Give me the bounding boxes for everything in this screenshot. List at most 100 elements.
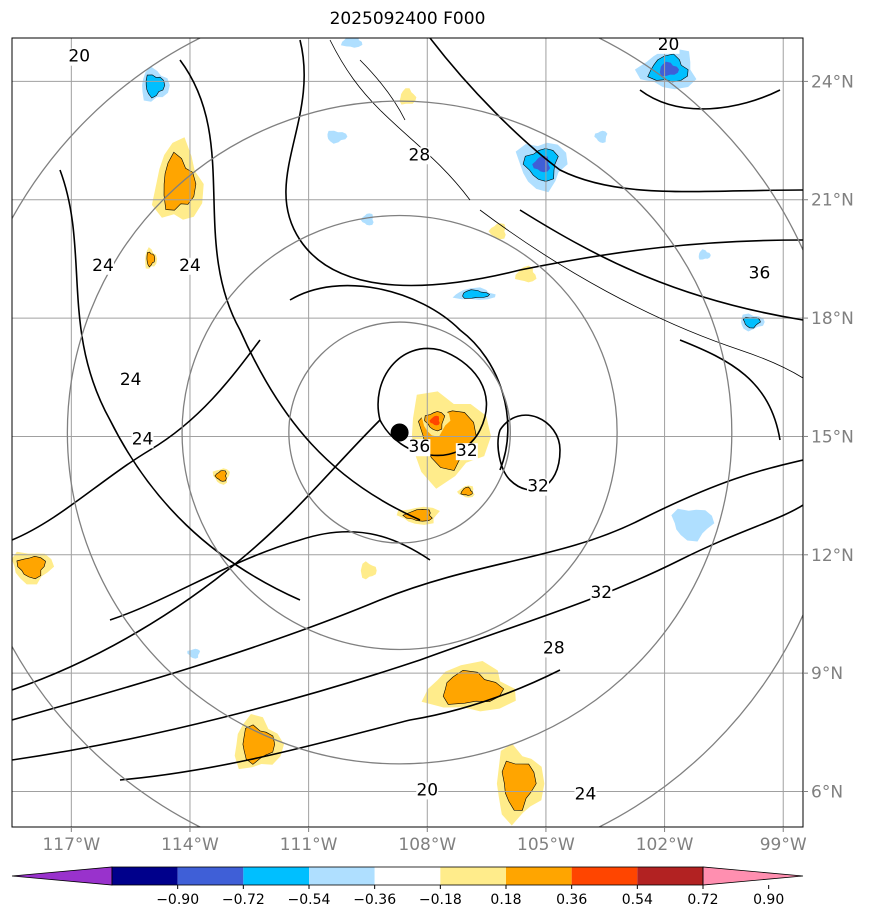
- contour-label: 32: [527, 477, 549, 497]
- colorbar-tick-label: −0.18: [419, 892, 462, 908]
- colorbar-segment: [112, 867, 178, 885]
- colorbar-segment: [374, 867, 441, 885]
- colorbar-segment: [571, 867, 638, 885]
- contour-label: 24: [132, 429, 154, 449]
- colorbar-segment: [309, 867, 375, 885]
- colorbar-max-extend: [702, 866, 804, 886]
- contour-label-backdrop: [527, 478, 550, 496]
- coastline: [329, 39, 471, 201]
- negative-anomaly-shading: [671, 508, 715, 542]
- thickness-contour: [119, 669, 561, 781]
- thickness-contour: [289, 284, 509, 471]
- map-plot-area: 20 20 28 24 24 24 24 36 36 32 32 32 28 20 24: [12, 35, 803, 827]
- colorbar-tick-label: −0.72: [222, 892, 265, 908]
- positive-anomaly-shading: [501, 760, 537, 811]
- lat-tick-label: 18°N: [811, 309, 854, 329]
- lon-tick-label: 102°W: [636, 835, 694, 855]
- colorbar-segment: [506, 867, 572, 885]
- positive-anomaly-shading: [429, 415, 440, 426]
- contour-label: 36: [749, 264, 771, 284]
- thickness-contour: [429, 38, 803, 193]
- contour-label: 24: [92, 256, 114, 276]
- positive-anomaly-shading: [16, 555, 46, 580]
- positive-anomaly-shading: [214, 470, 227, 482]
- contour-label-backdrop: [416, 782, 439, 800]
- lon-tick-label: 111°W: [280, 835, 338, 855]
- lon-tick-label: 114°W: [161, 835, 219, 855]
- contour-labels: 20 20 28 24 24 24 24 36 36 32 32 32 28 20 24: [68, 35, 771, 804]
- map-title: 2025092400 F000: [329, 9, 486, 29]
- contour-label: 20: [416, 780, 438, 800]
- storm-center-marker: [390, 423, 409, 442]
- colorbar-tick-label: 0.90: [753, 892, 784, 908]
- gridlines: [12, 38, 803, 827]
- negative-anomaly-shading: [360, 213, 374, 226]
- thickness-contour: [179, 59, 421, 521]
- lon-tick-label: 108°W: [398, 835, 456, 855]
- contour-label: 36: [409, 437, 431, 457]
- contour-label: 20: [658, 35, 680, 55]
- colorbar-segment: [637, 867, 703, 885]
- lat-tick-label: 6°N: [811, 782, 843, 802]
- colorbar-tick-label: 0.36: [556, 892, 587, 908]
- contour-label-backdrop: [574, 786, 597, 804]
- contour-label-backdrop: [408, 147, 431, 165]
- thickness-contour: [679, 339, 781, 441]
- contour-label: 24: [179, 256, 201, 276]
- positive-anomaly-shading: [360, 561, 377, 580]
- thickness-contour: [12, 339, 261, 541]
- lat-tick-label: 9°N: [811, 664, 843, 684]
- lon-tick-label: 105°W: [517, 835, 575, 855]
- lon-tick-label: 117°W: [42, 835, 100, 855]
- range-ring: [66, 100, 733, 765]
- range-rings: [12, 38, 803, 827]
- thickness-contour: [109, 530, 431, 621]
- thickness-contour: [639, 89, 781, 110]
- thickness-contour: [285, 39, 803, 287]
- storm-center-layer: [390, 423, 409, 442]
- colorbar-frame: [111, 866, 704, 886]
- negative-anomaly-shading: [462, 289, 491, 299]
- contour-label-backdrop: [455, 443, 478, 461]
- negative-anomaly-shading: [698, 249, 711, 260]
- colorbar-tick-label: −0.90: [156, 892, 199, 908]
- thickness-contour: [12, 504, 803, 761]
- map-frame: [11, 37, 804, 828]
- contour-label: 24: [120, 370, 142, 390]
- shaded-anomaly-layer: [12, 38, 765, 826]
- lat-tick-label: 21°N: [811, 191, 854, 211]
- contour-label: 24: [575, 784, 597, 804]
- negative-anomaly-shading: [594, 130, 608, 143]
- positive-anomaly-shading: [399, 88, 417, 105]
- range-ring: [288, 321, 511, 544]
- contour-label-backdrop: [91, 257, 114, 275]
- lat-tick-label: 24°N: [811, 72, 854, 92]
- colorbar-segment: [440, 867, 506, 885]
- colorbar-segment: [177, 867, 244, 885]
- positive-anomaly-shading: [163, 151, 197, 211]
- range-ring: [181, 214, 618, 651]
- thickness-contour: [497, 414, 561, 491]
- contour-label-backdrop: [119, 372, 142, 390]
- positive-anomaly-shading: [460, 486, 473, 496]
- contour-label: 28: [543, 638, 565, 658]
- contour-label: 32: [456, 441, 478, 461]
- colorbar-tick-label: 0.18: [490, 892, 521, 908]
- contour-label-backdrop: [590, 585, 613, 603]
- lat-tick-label: 12°N: [811, 546, 854, 566]
- colorbar: −0.90 −0.72 −0.54 −0.36 −0.18 0.18 0.36 0.54 0.7…: [11, 866, 804, 908]
- thickness-contour: [59, 169, 301, 601]
- contour-lines: [12, 38, 803, 781]
- coastline: [479, 209, 803, 379]
- positive-anomaly-shading: [488, 223, 506, 240]
- negative-anomaly-shading: [327, 130, 348, 144]
- colorbar-tick-label: 0.72: [687, 892, 718, 908]
- colorbar-min-extend: [11, 866, 113, 886]
- contour-label-backdrop: [68, 48, 91, 66]
- contour-label: 32: [590, 583, 612, 603]
- positive-anomaly-shading: [146, 251, 156, 268]
- negative-anomaly-shading: [340, 38, 363, 48]
- colorbar-segment: [243, 867, 309, 885]
- contour-label-backdrop: [131, 431, 154, 449]
